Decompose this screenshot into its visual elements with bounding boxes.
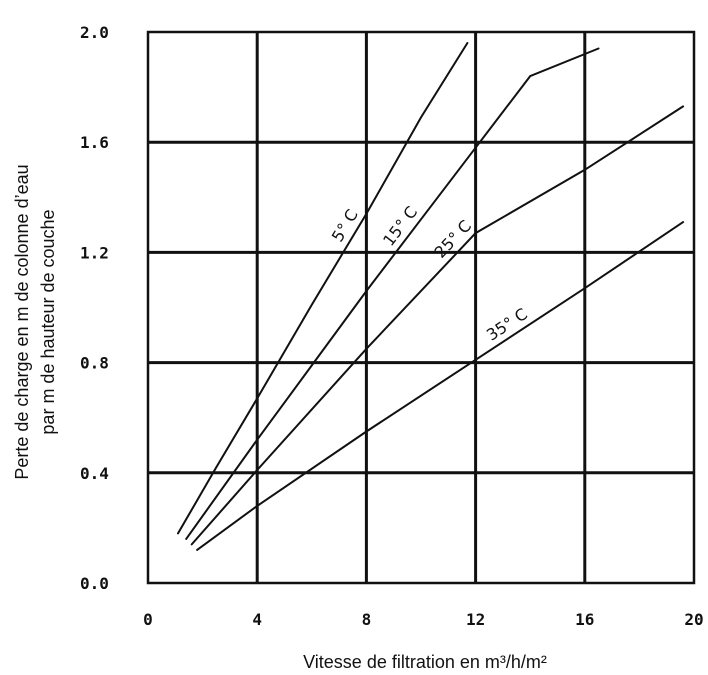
series-line (196, 221, 685, 551)
y-tick-label: 1.2 (80, 243, 109, 262)
x-tick-label: 8 (362, 610, 372, 629)
y-tick-labels: 0.0 0.4 0.8 1.2 1.6 2.0 (80, 23, 109, 593)
y-axis-label-line-2: par m de hauteur de couche (38, 209, 58, 434)
y-tick-label: 0.8 (80, 354, 109, 373)
y-axis-label-line-1: Perte de charge en m de colonne d’eau (12, 164, 32, 479)
x-tick-label: 0 (143, 610, 153, 629)
x-axis-label: Vitesse de filtration en m³/h/m² (303, 652, 547, 672)
x-tick-label: 16 (575, 610, 594, 629)
grid (148, 32, 694, 583)
curve-labels: 5° C 15° C 25° C35° C (328, 203, 531, 345)
series-line (190, 105, 685, 546)
series-line (177, 42, 469, 535)
x-tick-labels: 0 4 8 12 16 20 (143, 610, 703, 629)
curve-label: 5° C (328, 206, 362, 245)
curve-label: 25° C (431, 216, 475, 262)
y-tick-label: 0.4 (80, 464, 109, 483)
series-group (177, 42, 685, 551)
y-tick-label: 0.0 (80, 574, 109, 593)
plot-frame (146, 30, 696, 585)
series-line (185, 47, 600, 540)
x-tick-label: 4 (252, 610, 262, 629)
x-tick-label: 12 (466, 610, 485, 629)
x-tick-label: 20 (684, 610, 703, 629)
y-tick-label: 2.0 (80, 23, 109, 42)
y-tick-label: 1.6 (80, 133, 109, 152)
